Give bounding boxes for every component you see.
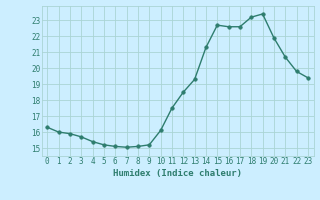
X-axis label: Humidex (Indice chaleur): Humidex (Indice chaleur) [113,169,242,178]
